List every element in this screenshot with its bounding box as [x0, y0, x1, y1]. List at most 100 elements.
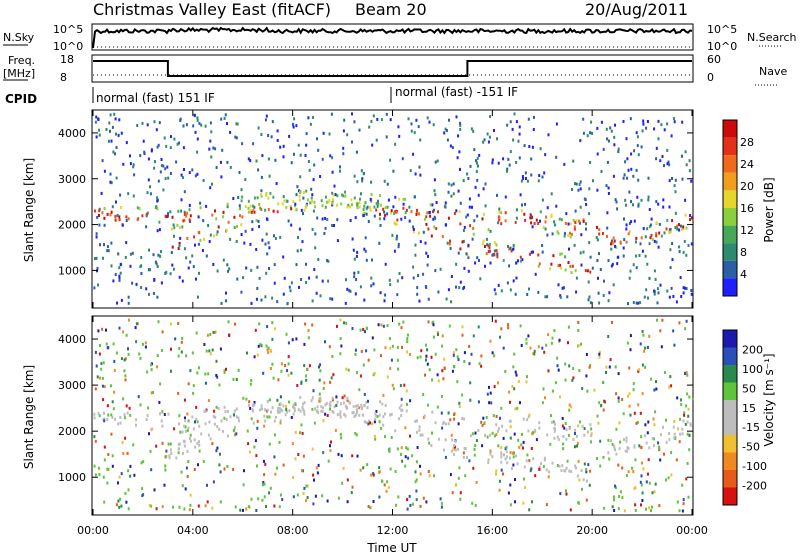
echo-cell: [151, 427, 154, 431]
echo-cell: [256, 286, 259, 290]
echo-cell: [586, 134, 589, 138]
echo-cell: [688, 434, 691, 437]
echo-cell: [498, 207, 501, 211]
echo-cell: [547, 333, 550, 337]
echo-cell: [356, 206, 359, 210]
echo-cell: [406, 350, 409, 354]
echo-cell: [551, 389, 554, 393]
echo-cell: [180, 209, 183, 213]
echo-cell: [538, 467, 541, 471]
echo-cell: [682, 225, 685, 229]
echo-cell: [373, 434, 376, 438]
echo-cell: [301, 431, 304, 435]
echo-cell: [93, 412, 96, 416]
echo-cell: [293, 409, 296, 413]
echo-cell: [459, 123, 462, 127]
echo-cell: [124, 436, 127, 440]
echo-cell: [551, 336, 554, 340]
echo-cell: [458, 150, 461, 154]
echo-cell: [267, 134, 270, 137]
echo-cell: [488, 246, 491, 250]
echo-cell: [517, 379, 520, 383]
echo-cell: [97, 117, 100, 121]
echo-cell: [589, 469, 592, 473]
echo-cell: [268, 442, 271, 446]
echo-cell: [488, 243, 491, 246]
echo-cell: [222, 210, 225, 214]
echo-cell: [402, 320, 405, 324]
echo-cell: [589, 364, 592, 368]
echo-cell: [100, 367, 103, 371]
echo-cell: [579, 180, 582, 184]
echo-cell: [118, 505, 121, 509]
echo-cell: [370, 199, 373, 203]
echo-cell: [550, 414, 552, 418]
echo-cell: [627, 394, 630, 398]
echo-cell: [386, 324, 389, 328]
echo-cell: [367, 422, 370, 426]
echo-cell: [649, 236, 652, 240]
echo-cell: [178, 442, 181, 446]
echo-cell: [186, 237, 189, 240]
echo-cell: [169, 442, 172, 446]
echo-cell: [163, 136, 166, 140]
echo-cell: [472, 466, 475, 470]
echo-cell: [502, 157, 505, 161]
echo-cell: [646, 120, 649, 123]
echo-cell: [578, 221, 581, 225]
echo-cell: [254, 328, 257, 332]
echo-cell: [583, 427, 586, 431]
echo-cell: [676, 500, 679, 504]
echo-cell: [247, 442, 250, 446]
echo-cell: [285, 405, 288, 408]
echo-cell: [436, 331, 439, 335]
echo-cell: [213, 409, 216, 413]
echo-cell: [257, 497, 260, 501]
echo-cell: [257, 168, 260, 172]
echo-cell: [511, 451, 514, 455]
echo-cell: [127, 352, 130, 356]
echo-cell: [127, 318, 130, 322]
echo-cell: [580, 342, 582, 346]
echo-cell: [637, 369, 640, 373]
echo-cell: [110, 241, 113, 245]
echo-cell: [509, 120, 512, 124]
echo-cell: [385, 489, 388, 493]
echo-cell: [509, 425, 512, 429]
echo-cell: [686, 432, 689, 436]
echo-cell: [185, 256, 188, 260]
echo-cell: [332, 373, 335, 377]
echo-cell: [219, 470, 222, 474]
echo-cell: [362, 413, 364, 417]
echo-cell: [396, 218, 399, 222]
echo-cell: [175, 160, 178, 164]
echo-cell: [382, 393, 385, 397]
echo-cell: [454, 445, 456, 449]
echo-cell: [367, 399, 369, 403]
freq-panel: Freq. [MHz] 18 8 60 0 Nave: [3, 53, 787, 86]
echo-cell: [383, 210, 386, 214]
echo-cell: [659, 458, 662, 462]
echo-cell: [260, 298, 263, 302]
nsearch-tick-top: 10^5: [707, 23, 737, 36]
echo-cell: [218, 427, 221, 431]
colorbar-tick-label: 8: [740, 246, 747, 259]
echo-cell: [401, 408, 404, 412]
echo-cell: [509, 288, 512, 292]
echo-cell: [491, 351, 494, 355]
echo-cell: [363, 404, 366, 407]
echo-cell: [375, 138, 378, 142]
echo-cell: [514, 220, 517, 224]
echo-cell: [565, 428, 568, 432]
echo-cell: [98, 209, 101, 213]
echo-cell: [628, 230, 631, 233]
echo-cell: [249, 209, 252, 213]
echo-cell: [351, 140, 353, 144]
colorbar-bin: [723, 382, 737, 400]
echo-cell: [355, 278, 358, 281]
echo-cell: [655, 200, 658, 204]
echo-cell: [153, 120, 156, 124]
echo-cell: [367, 358, 370, 362]
echo-cell: [613, 498, 616, 502]
echo-cell: [579, 187, 582, 191]
